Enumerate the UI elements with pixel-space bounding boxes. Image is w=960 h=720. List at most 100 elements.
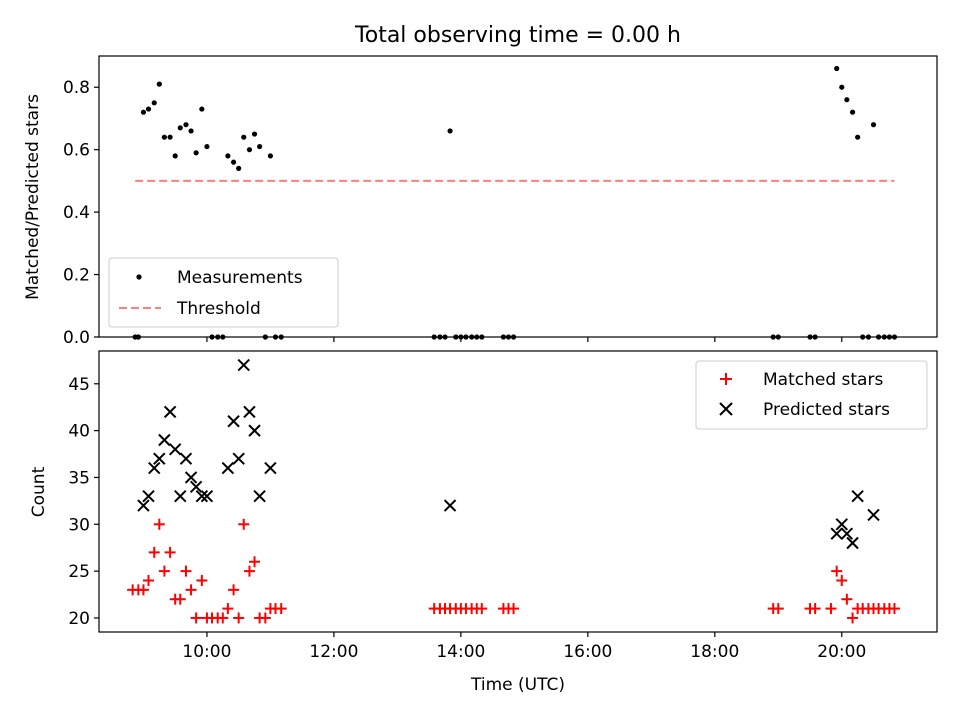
- measurement-point: [272, 334, 279, 340]
- measurement-point: [812, 334, 818, 340]
- measurement-point: [453, 334, 459, 340]
- predicted-star-point: [158, 433, 171, 447]
- matched-star-point: [174, 593, 186, 605]
- predicted-star-stroke: [158, 433, 171, 447]
- count-legend-box: [695, 360, 928, 430]
- ratio-y-tick-label: 0.4: [63, 203, 90, 223]
- matched-star-point: [148, 546, 160, 558]
- measurement-point: [140, 109, 147, 115]
- predicted-star-stroke: [200, 489, 214, 503]
- predicted-star-point: [168, 443, 182, 456]
- matched-star-point: [476, 603, 488, 615]
- count-y-tick-label: 25: [68, 562, 90, 582]
- count-y-tick-label: 35: [68, 468, 90, 488]
- predicted-star-stroke: [221, 461, 235, 475]
- ratio-legend-box: [108, 257, 339, 328]
- measurement-point: [251, 131, 258, 137]
- measurement-point: [431, 334, 437, 340]
- count-y-tick-label: 45: [68, 375, 90, 395]
- legend-matched-label: Matched stars: [763, 370, 883, 390]
- count-y-tick-label: 40: [68, 422, 90, 442]
- predicted-star-point: [189, 480, 203, 494]
- ratio-panel-frame: [98, 55, 938, 338]
- predicted-star-stroke: [163, 405, 177, 419]
- measurement-point: [463, 334, 469, 340]
- measurement-point: [834, 65, 840, 72]
- matched-star-point: [233, 612, 245, 624]
- matched-star-point: [217, 612, 229, 624]
- count-x-tick-label: 18:00: [690, 642, 739, 662]
- predicted-star-point: [174, 489, 187, 503]
- measurement-point: [770, 334, 776, 340]
- measurement-point: [145, 106, 152, 112]
- count-y-tick-label: 30: [68, 515, 90, 535]
- predicted-star-point: [846, 536, 859, 550]
- predicted-star-stroke: [148, 461, 161, 475]
- predicted-star-stroke: [168, 443, 182, 456]
- measurement-point: [474, 334, 480, 340]
- predicted-star-stroke: [253, 489, 266, 503]
- ratio-y-label: Matched/Predicted stars: [23, 94, 43, 300]
- measurement-point: [844, 97, 850, 103]
- legend-measurements-marker: [136, 274, 142, 280]
- predicted-star-point: [179, 452, 193, 465]
- measurement-point: [167, 134, 173, 140]
- measurement-point: [860, 334, 866, 340]
- predicted-star-point: [142, 489, 155, 503]
- measurement-point: [881, 334, 887, 340]
- measurement-point: [849, 109, 856, 115]
- ratio-x-ticks: [206, 337, 843, 342]
- ratio-y-tick-label: 0.6: [63, 141, 90, 161]
- predicted-star-stroke: [227, 415, 240, 428]
- measurement-point: [267, 153, 274, 159]
- matched-star-point: [825, 603, 837, 615]
- measurement-point: [156, 81, 162, 87]
- count-x-tick-label: 14:00: [436, 642, 485, 662]
- matched-star-point: [508, 603, 520, 615]
- measurement-point: [225, 153, 231, 159]
- matched-star-point: [143, 574, 155, 586]
- predicted-star-point: [163, 405, 177, 419]
- predicted-star-point: [221, 461, 235, 475]
- predicted-star-stroke: [243, 405, 256, 419]
- ratio-y-tick-label: 0.0: [63, 328, 90, 348]
- predicted-star-stroke: [248, 424, 261, 437]
- predicted-star-point: [153, 452, 166, 465]
- count-y-label: Count: [29, 466, 49, 517]
- measurement-point: [891, 334, 898, 340]
- count-y-ticks: 20 25 30 35 40 45: [68, 375, 99, 629]
- predicted-star-point: [148, 461, 161, 475]
- ratio-y-tick-label: 0.8: [63, 78, 90, 98]
- predicted-star-point: [137, 499, 150, 512]
- matched-star-point: [137, 584, 149, 596]
- legend-matched-marker: [720, 373, 732, 385]
- matched-star-point: [185, 584, 197, 596]
- matched-star-point: [772, 603, 784, 615]
- measurement-point: [775, 334, 781, 340]
- measurement-point: [855, 134, 861, 140]
- ratio-panel: 0.00.20.40.60.8 Matched/Predicted stars …: [23, 55, 938, 348]
- predicted-star-stroke: [184, 471, 198, 484]
- legend-measurements-label: Measurements: [177, 268, 303, 288]
- matched-star-point: [243, 565, 255, 577]
- measurement-point: [257, 143, 263, 150]
- predicted-star-stroke: [443, 499, 457, 512]
- measurement-point: [199, 106, 205, 112]
- ratio-series: [132, 65, 898, 340]
- count-x-tick-label: 10:00: [182, 642, 231, 662]
- measurement-point: [278, 334, 284, 340]
- predicted-star-stroke: [232, 452, 245, 465]
- count-panel: 20 25 30 35 40 45 10:00 12:00 14:00 16:00 18:00 20…: [29, 350, 938, 695]
- matched-star-point: [847, 612, 859, 624]
- measurement-point: [807, 334, 813, 340]
- predicted-star-stroke: [237, 358, 250, 372]
- count-x-tick-label: 20:00: [817, 642, 866, 662]
- predicted-star-stroke: [174, 489, 187, 503]
- predicted-star-point: [830, 527, 843, 540]
- chart-title: Total observing time = 0.00 h: [354, 23, 681, 48]
- measurement-point: [230, 159, 237, 165]
- predicted-star-stroke: [264, 461, 277, 475]
- count-x-tick-label: 16:00: [563, 642, 612, 662]
- predicted-star-stroke: [835, 518, 848, 531]
